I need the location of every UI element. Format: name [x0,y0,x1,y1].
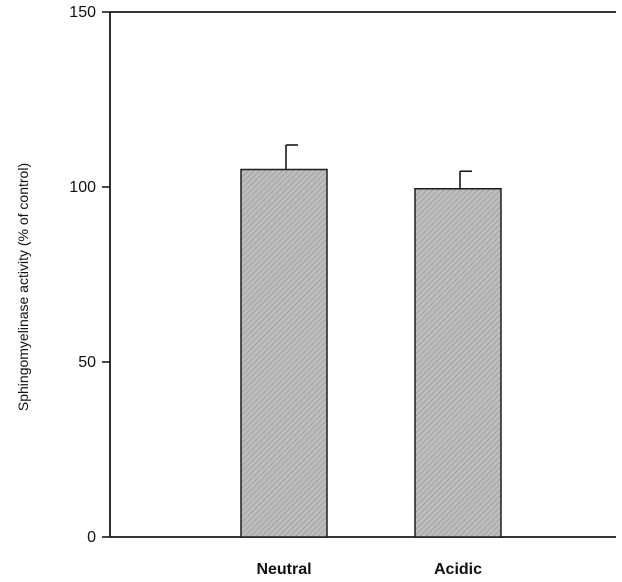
y-tick-label: 100 [69,179,96,196]
bars [240,144,502,538]
y-axis-label: Sphingomyelinase activity (% of control) [15,163,31,411]
axes [102,11,616,538]
labels: 0 50 100 150 Neutral Acidic [69,4,482,578]
bar-neutral [240,168,328,538]
y-tick-label: 50 [78,354,96,371]
bar-acidic [414,188,502,538]
y-tick-label: 150 [69,4,96,21]
x-tick-label: Neutral [256,561,311,577]
y-tick-label: 0 [87,529,96,546]
x-tick-label: Acidic [434,561,482,577]
